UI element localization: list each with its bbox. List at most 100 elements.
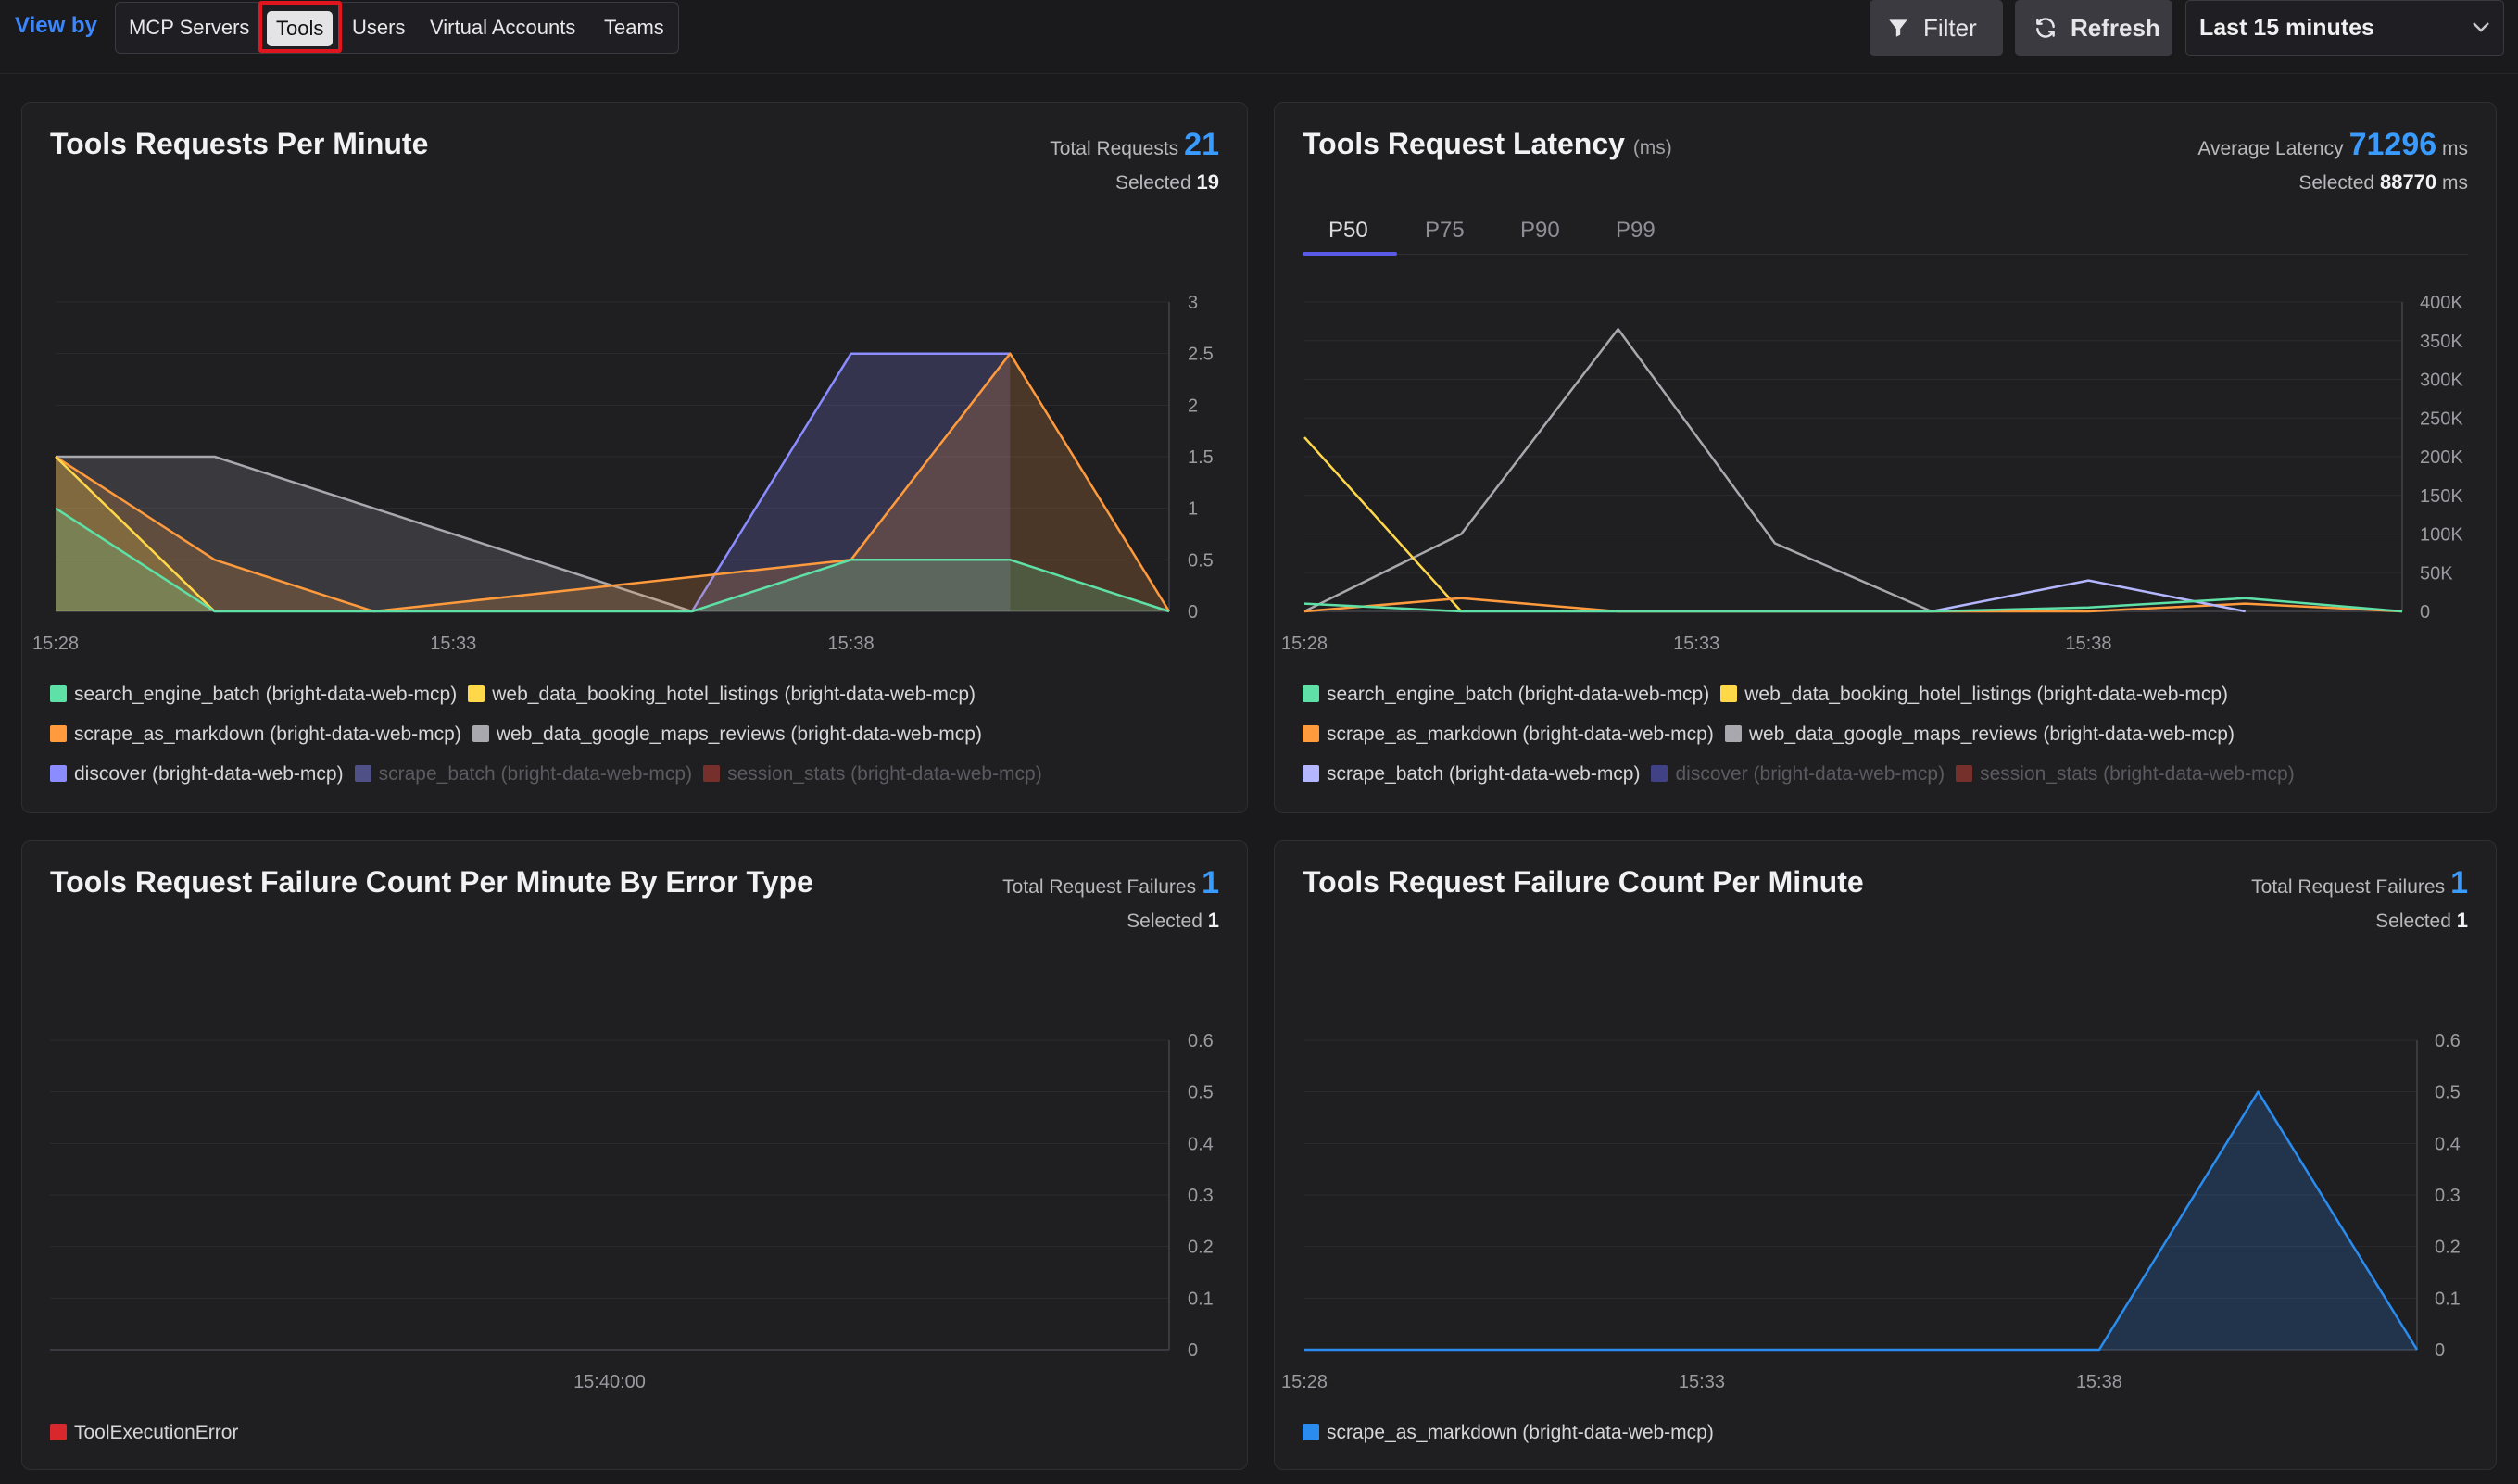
legend-swatch — [1956, 765, 1973, 782]
legend-swatch — [1303, 725, 1319, 742]
legend-item-web-data-google-maps-reviews[interactable]: web_data_google_maps_reviews (bright-dat… — [1724, 714, 2235, 754]
legend-swatch — [1724, 725, 1742, 742]
legend-item-session-stats[interactable]: session_stats (bright-data-web-mcp) — [1956, 754, 2295, 794]
panel-tools-request-latency: Tools Request Latency (ms) Average Laten… — [1274, 102, 2497, 813]
total-requests-value: 21 — [1184, 127, 1219, 162]
total-failures-stat: Total Request Failures 1 — [1002, 865, 1219, 901]
selected-label: Selected — [2375, 911, 2451, 932]
legend-item-scrape-as-markdown[interactable]: scrape_as_markdown (bright-data-web-mcp) — [1303, 714, 1714, 754]
y-tick-label: 0.1 — [2435, 1289, 2461, 1309]
y-tick-label: 0 — [1188, 1340, 1198, 1361]
total-failures-label: Total Request Failures — [1002, 876, 1197, 898]
legend-swatch — [354, 765, 371, 782]
panel-tools-requests-per-minute: Tools Requests Per Minute Total Requests… — [21, 102, 1248, 813]
legend-row: scrape_batch (bright-data-web-mcp) discov… — [1303, 754, 2306, 794]
refresh-button[interactable]: Refresh — [2015, 0, 2172, 56]
series-line-discover — [690, 352, 1011, 612]
view-by-virtual-accounts[interactable]: Virtual Accounts — [430, 16, 576, 39]
series-area-web-data-google-maps-reviews — [56, 457, 692, 611]
panel-tools-failures-per-minute: Tools Request Failure Count Per Minute T… — [1274, 840, 2497, 1470]
view-by-tools[interactable]: Tools — [267, 11, 334, 46]
y-tick-label: 0.6 — [2435, 1031, 2461, 1051]
legend-label: discover (bright-data-web-mcp) — [1675, 763, 1945, 785]
series-area-scrape-as-markdown — [56, 353, 1169, 611]
failures-legend: scrape_as_markdown (bright-data-web-mcp) — [1303, 1413, 1725, 1453]
legend-label: ToolExecutionError — [74, 1422, 239, 1443]
legend-item-scrape-batch[interactable]: scrape_batch (bright-data-web-mcp) — [354, 754, 693, 794]
legend-item-session-stats[interactable]: session_stats (bright-data-web-mcp) — [703, 754, 1042, 794]
series-area-search-engine-batch — [56, 508, 1169, 611]
legend-item-search-engine-batch[interactable]: search_engine_batch (bright-data-web-mcp… — [50, 674, 457, 714]
selected-stat: Selected 1 — [2375, 909, 2468, 933]
chevron-down-icon — [2473, 22, 2489, 32]
legend-item-search-engine-batch[interactable]: search_engine_batch (bright-data-web-mcp… — [1303, 674, 1709, 714]
total-failures-stat: Total Request Failures 1 — [2251, 865, 2468, 901]
selected-stat: Selected 1 — [1127, 909, 1219, 933]
series-line-search-engine-batch — [1303, 597, 2403, 613]
view-by-label: View by — [15, 13, 97, 38]
x-tick-label: 15:28 — [1281, 634, 1328, 654]
legend-label: session_stats (bright-data-web-mcp) — [727, 763, 1042, 785]
requests-chart[interactable]: 0 0.5 1 1.5 2 2.5 3 15:28 15:33 15:38 — [22, 103, 1249, 677]
y-tick-label: 0.4 — [2435, 1134, 2461, 1154]
legend-item-web-data-booking-hotel-listings[interactable]: web_data_booking_hotel_listings (bright-… — [1720, 674, 2228, 714]
average-latency-unit: ms — [2442, 138, 2468, 159]
y-tick-label: 2 — [1188, 396, 1198, 416]
legend-label: web_data_google_maps_reviews (bright-dat… — [496, 723, 982, 745]
legend-label: web_data_booking_hotel_listings (bright-… — [1744, 684, 2229, 705]
series-area-discover — [691, 353, 1011, 611]
time-range-value: Last 15 minutes — [2199, 15, 2374, 41]
selected-latency-stat: Selected 88770 ms — [2298, 170, 2468, 195]
x-tick-label: 15:38 — [2076, 1372, 2122, 1392]
time-range-select[interactable]: Last 15 minutes — [2185, 0, 2504, 56]
legend-item-discover[interactable]: discover (bright-data-web-mcp) — [1651, 754, 1945, 794]
tab-p75[interactable]: P75 — [1425, 218, 1465, 243]
x-tick-label: 15:38 — [2065, 634, 2111, 654]
series-line-web-data-booking-hotel-listings — [1303, 436, 1463, 612]
legend-item-web-data-booking-hotel-listings[interactable]: web_data_booking_hotel_listings (bright-… — [468, 674, 976, 714]
legend-item-scrape-as-markdown[interactable]: scrape_as_markdown (bright-data-web-mcp) — [50, 714, 461, 754]
legend-label: search_engine_batch (bright-data-web-mcp… — [1327, 684, 1710, 705]
failures-by-type-chart[interactable]: 0 0.1 0.2 0.3 0.4 0.5 0.6 15:40:00 — [22, 841, 1249, 1415]
filter-button[interactable]: Filter — [1870, 0, 2003, 56]
x-tick-label: 15:40:00 — [573, 1372, 646, 1392]
view-by-teams[interactable]: Teams — [604, 16, 664, 39]
y-tick-label: 2.5 — [1188, 345, 1214, 365]
x-tick-label: 15:28 — [32, 634, 79, 654]
view-by-segmented-control: MCP Servers Tools Users Virtual Accounts… — [115, 1, 679, 54]
view-by-mcp-servers[interactable]: MCP Servers — [129, 16, 250, 39]
tab-p50[interactable]: P50 — [1328, 218, 1368, 243]
view-by-users[interactable]: Users — [352, 16, 406, 39]
series-line-scrape-as-markdown — [55, 352, 1171, 613]
legend-label: web_data_google_maps_reviews (bright-dat… — [1748, 723, 2235, 745]
legend-item-scrape-batch[interactable]: scrape_batch (bright-data-web-mcp) — [1303, 754, 1640, 794]
legend-item-discover[interactable]: discover (bright-data-web-mcp) — [50, 754, 344, 794]
y-tick-label: 50K — [2420, 563, 2453, 584]
legend-item-toolexecutionerror[interactable]: ToolExecutionError — [50, 1413, 238, 1453]
legend-label: scrape_batch (bright-data-web-mcp) — [378, 763, 693, 785]
top-toolbar: View by MCP Servers Tools Users Virtual … — [0, 0, 2518, 74]
y-tick-label: 0.2 — [2435, 1238, 2461, 1258]
y-tick-label: 0.2 — [1188, 1238, 1214, 1258]
failures-by-type-legend: ToolExecutionError — [50, 1413, 249, 1453]
tab-p90[interactable]: P90 — [1520, 218, 1560, 243]
y-tick-label: 400K — [2420, 293, 2463, 313]
legend-item-scrape-as-markdown[interactable]: scrape_as_markdown (bright-data-web-mcp) — [1303, 1413, 1714, 1453]
total-failures-label: Total Request Failures — [2251, 876, 2446, 898]
y-tick-label: 1 — [1188, 499, 1198, 520]
legend-item-web-data-google-maps-reviews[interactable]: web_data_google_maps_reviews (bright-dat… — [472, 714, 982, 754]
refresh-label: Refresh — [2071, 14, 2160, 42]
legend-row: discover (bright-data-web-mcp) scrape_bat… — [50, 754, 1053, 794]
y-tick-label: 0 — [2420, 602, 2430, 623]
latency-chart[interactable]: 0 50K 100K 150K 200K 250K 300K 350K 400K 15:28 15:… — [1275, 103, 2498, 677]
failures-chart[interactable]: 0 0.1 0.2 0.3 0.4 0.5 0.6 15:28 15:33 15:38 — [1275, 841, 2498, 1415]
y-tick-label: 0.1 — [1188, 1289, 1214, 1309]
active-tab-indicator — [1303, 252, 1397, 256]
legend-swatch — [1720, 685, 1738, 702]
legend-label: scrape_as_markdown (bright-data-web-mcp) — [74, 723, 461, 745]
y-tick-label: 3 — [1188, 293, 1198, 313]
y-tick-label: 100K — [2420, 525, 2463, 546]
latency-title-unit: (ms) — [1632, 137, 1672, 158]
series-area-scrape-as-markdown — [1304, 1091, 2417, 1350]
tab-p99[interactable]: P99 — [1616, 218, 1656, 243]
